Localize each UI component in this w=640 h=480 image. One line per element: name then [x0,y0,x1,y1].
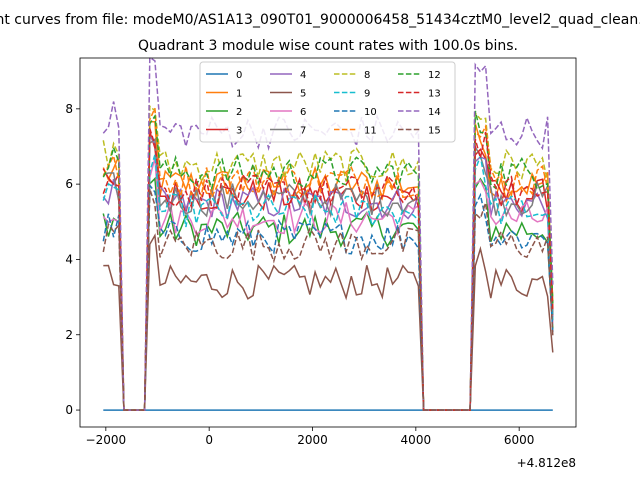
x-offset-label: +4.812e8 [517,456,576,470]
legend-box [199,61,456,143]
series-line-6 [102,158,554,411]
legend-label-14: 14 [428,107,441,118]
y-tick-label: 8 [65,102,73,116]
y-tick-label: 2 [65,328,73,342]
x-axis: −2000 0 2000 4000 6000 [86,427,535,447]
series-line-11 [102,107,554,411]
legend-label-0: 0 [236,70,242,81]
figure-suptitle: Light curves from file: modeM0/AS1A13_09… [0,12,640,28]
series-line-15 [102,188,554,411]
legend-label-8: 8 [364,70,370,81]
legend-label-3: 3 [236,126,242,137]
x-tick-label: 0 [205,433,213,447]
legend-label-6: 6 [300,107,306,118]
legend-label-1: 1 [236,89,242,100]
legend-label-9: 9 [364,89,370,100]
series-line-8 [102,104,554,411]
series-line-13 [102,128,554,411]
y-axis: 0 2 4 6 8 [65,102,80,417]
series-line-5 [103,233,554,411]
x-tick-label: 6000 [504,433,535,447]
x-tick-label: −2000 [86,433,127,447]
legend-label-12: 12 [428,70,441,81]
legend-label-2: 2 [236,107,242,118]
y-tick-label: 6 [65,177,73,191]
y-tick-label: 0 [65,403,73,417]
legend-label-7: 7 [300,126,306,137]
series-line-1 [102,120,554,411]
series-line-4 [102,133,554,411]
axes-border [79,57,577,428]
chart-title: Quadrant 3 module wise count rates with … [138,38,518,54]
legend-label-4: 4 [300,70,306,81]
legend-label-15: 15 [428,126,441,137]
plot-lines [102,55,554,411]
legend-label-5: 5 [300,89,306,100]
series-line-9 [102,153,554,411]
legend-label-11: 11 [364,126,377,137]
legend-label-13: 13 [428,89,441,100]
y-tick-label: 4 [65,252,73,266]
x-tick-label: 2000 [297,433,328,447]
x-tick-label: 4000 [401,433,432,447]
legend-label-10: 10 [364,107,377,118]
series-line-7 [103,137,554,411]
axes-frame [79,57,577,428]
